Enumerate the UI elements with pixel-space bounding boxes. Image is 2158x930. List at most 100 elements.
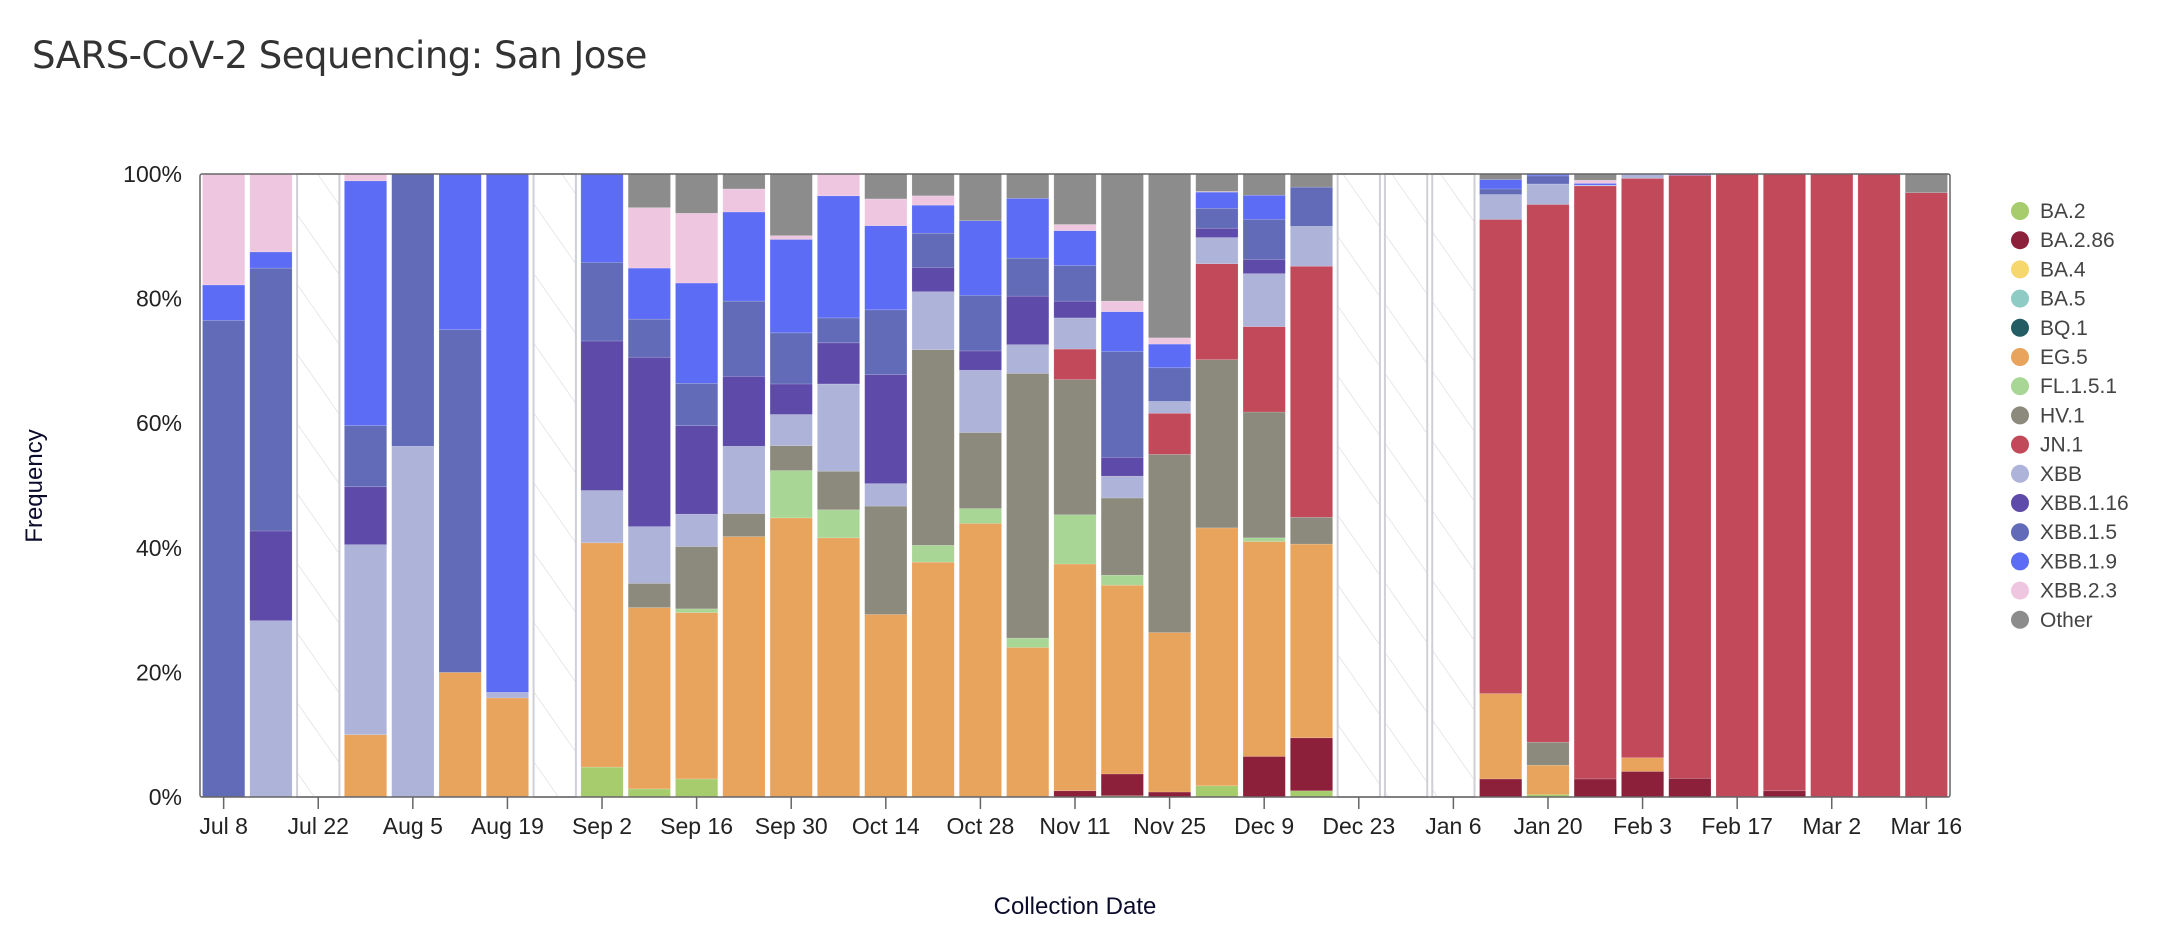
bar-segment-other[interactable] [1479,173,1523,180]
legend-item[interactable]: Other [2011,609,2093,632]
bar-segment-other[interactable] [769,173,813,236]
bar-segment-xbb-2-3[interactable] [911,195,955,206]
bar-segment-xbb-1-5[interactable] [344,425,387,488]
bar-segment-eg-5[interactable] [1100,584,1144,775]
bar-segment-xbb-2-3[interactable] [675,212,719,284]
bar-segment-fl-1-5-1[interactable] [769,470,813,519]
bar-segment-eg-5[interactable] [1479,693,1523,780]
legend-item[interactable]: XBB [2011,463,2082,486]
bar-segment-fl-1-5-1[interactable] [958,508,1002,524]
bar-segment-xbb-1-16[interactable] [864,374,908,484]
bar-segment-ba-2-86[interactable] [1479,778,1523,798]
bar-segment-jn-1[interactable] [1621,178,1665,759]
bar-segment-hv-1[interactable] [1242,411,1286,539]
bar-segment-fl-1-5-1[interactable] [1242,537,1286,542]
legend-item[interactable]: XBB.1.9 [2011,550,2117,573]
bar-segment-xbb-1-9[interactable] [1148,343,1192,369]
bar-segment-xbb[interactable] [1195,237,1239,265]
legend-item[interactable]: HV.1 [2011,404,2085,427]
bar-segment-jn-1[interactable] [1290,265,1333,518]
bar-segment-xbb-1-5[interactable] [1053,265,1097,302]
bar-segment-xbb[interactable] [958,369,1002,433]
bar-segment-hv-1[interactable] [1100,497,1144,576]
bar-segment-jn-1[interactable] [1242,326,1286,413]
bar-segment-hv-1[interactable] [1195,359,1239,529]
bar-segment-hv-1[interactable] [1053,379,1097,516]
bar-segment-xbb[interactable] [1526,183,1570,205]
bar-segment-xbb-1-5[interactable] [722,300,766,377]
bar-segment-xbb-1-5[interactable] [580,262,624,342]
bar-segment-jn-1[interactable] [1810,173,1854,798]
bar-segment-ba-2-86[interactable] [1290,737,1333,792]
bar-segment-xbb-1-16[interactable] [344,486,387,545]
bar-segment-hv-1[interactable] [1526,741,1570,766]
bar-segment-hv-1[interactable] [864,505,908,615]
bar-segment-xbb-1-9[interactable] [817,195,860,319]
bar-segment-xbb-1-16[interactable] [958,350,1002,371]
bar-segment-xbb-1-16[interactable] [580,340,624,491]
bar-segment-xbb-1-9[interactable] [1195,191,1239,209]
bar-segment-xbb[interactable] [344,544,387,735]
bar-segment-xbb-1-9[interactable] [1006,197,1050,259]
bar-segment-xbb[interactable] [675,513,719,547]
bar-segment-hv-1[interactable] [675,546,719,610]
bar-segment-fl-1-5-1[interactable] [1100,574,1144,586]
bar-segment-xbb[interactable] [1290,226,1333,267]
bar-segment-xbb-1-16[interactable] [249,530,293,621]
bar-segment-xbb[interactable] [1242,273,1286,327]
bar-segment-eg-5[interactable] [675,612,719,780]
bar-segment-xbb-1-16[interactable] [911,267,955,293]
bar-segment-ba-2-86[interactable] [1763,790,1806,798]
bar-segment-eg-5[interactable] [1148,632,1192,793]
bar-segment-other[interactable] [1148,173,1192,339]
bar-segment-xbb[interactable] [580,490,624,544]
bar-segment-other[interactable] [722,173,766,190]
bar-segment-other[interactable] [958,173,1002,222]
bar-segment-jn-1[interactable] [1715,173,1759,798]
legend-item[interactable]: JN.1 [2011,434,2083,457]
bar-segment-hv-1[interactable] [911,349,955,546]
bar-segment-xbb-2-3[interactable] [864,198,908,227]
bar-segment-other[interactable] [864,173,908,200]
bar-segment-fl-1-5-1[interactable] [675,608,719,613]
bar-segment-xbb[interactable] [769,414,813,446]
bar-segment-fl-1-5-1[interactable] [1006,637,1050,648]
bar-segment-jn-1[interactable] [1904,192,1948,798]
bar-segment-xbb-1-9[interactable] [1053,230,1097,266]
bar-segment-xbb-1-16[interactable] [1242,259,1286,274]
bar-segment-jn-1[interactable] [1763,173,1806,792]
legend-item[interactable]: XBB.1.16 [2011,492,2129,515]
bar-segment-eg-5[interactable] [1290,543,1333,739]
bar-segment-xbb[interactable] [1100,475,1144,499]
bar-segment-fl-1-5-1[interactable] [817,509,860,539]
bar-segment-ba-2[interactable] [675,778,719,798]
bar-segment-ba-2[interactable] [1195,785,1239,798]
bar-segment-xbb[interactable] [1006,344,1050,374]
bar-segment-fl-1-5-1[interactable] [1053,514,1097,565]
bar-segment-jn-1[interactable] [1148,412,1192,455]
bar-segment-eg-5[interactable] [627,607,671,790]
bar-segment-xbb[interactable] [1148,401,1192,414]
bar-segment-xbb-1-16[interactable] [675,425,719,515]
bar-segment-ba-2-86[interactable] [1100,773,1144,797]
bar-segment-hv-1[interactable] [1006,373,1050,639]
bar-segment-other[interactable] [1006,173,1050,199]
bar-segment-xbb-2-3[interactable] [817,173,860,197]
bar-segment-hv-1[interactable] [817,470,860,511]
bar-segment-xbb-2-3[interactable] [769,235,813,240]
bar-segment-xbb-1-5[interactable] [958,295,1002,352]
bar-segment-xbb-1-9[interactable] [438,173,482,331]
bar-segment-jn-1[interactable] [1668,174,1712,779]
bar-segment-xbb-1-9[interactable] [911,204,955,234]
bar-segment-jn-1[interactable] [1479,219,1523,694]
legend-item[interactable]: BA.2 [2011,200,2086,223]
legend-item[interactable]: XBB.2.3 [2011,580,2117,603]
bar-segment-xbb-2-3[interactable] [1148,337,1192,345]
bar-segment-xbb-1-5[interactable] [1479,188,1523,195]
bar-segment-hv-1[interactable] [958,432,1002,509]
bar-segment-xbb-1-5[interactable] [1195,207,1239,229]
bar-segment-eg-5[interactable] [344,734,387,798]
bar-segment-eg-5[interactable] [438,672,482,798]
bar-segment-xbb-1-9[interactable] [249,251,293,269]
bar-segment-xbb-1-5[interactable] [817,317,860,344]
